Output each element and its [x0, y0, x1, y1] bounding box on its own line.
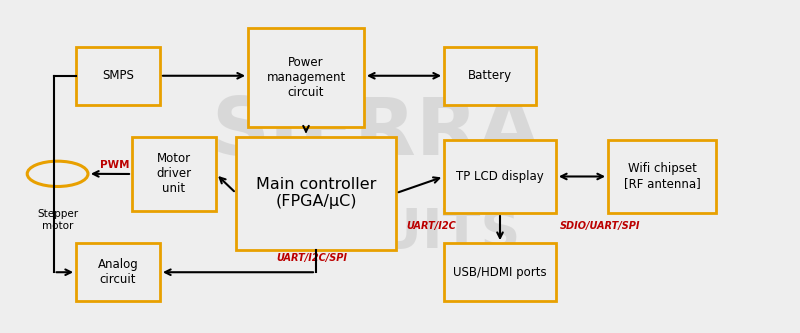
Text: SDIO/UART/SPI: SDIO/UART/SPI [560, 221, 641, 231]
Text: Motor
driver
unit: Motor driver unit [157, 153, 191, 195]
Text: PWM: PWM [100, 160, 130, 170]
Bar [76, 243, 160, 301]
Bar [132, 137, 216, 211]
Bar [444, 47, 536, 105]
Text: Power
management
circuit: Power management circuit [266, 56, 346, 99]
Bar [608, 140, 716, 213]
Text: TP LCD display: TP LCD display [456, 170, 544, 183]
Text: UART/I2C/SPI: UART/I2C/SPI [277, 253, 347, 263]
Bar [248, 28, 364, 127]
Text: Main controller
(FPGA/μC): Main controller (FPGA/μC) [256, 177, 376, 209]
Text: UART/I2C: UART/I2C [406, 221, 456, 231]
Bar [444, 243, 556, 301]
Text: Stepper
motor: Stepper motor [37, 209, 78, 230]
Text: Battery: Battery [468, 69, 512, 82]
Text: USB/HDMI ports: USB/HDMI ports [453, 266, 547, 279]
Circle shape [27, 161, 88, 186]
Text: SIERRA: SIERRA [211, 94, 541, 172]
Text: SMPS: SMPS [102, 69, 134, 82]
Bar [444, 140, 556, 213]
Text: Analog
circuit: Analog circuit [98, 258, 138, 286]
Text: CIRCUITS: CIRCUITS [232, 206, 520, 260]
Bar [76, 47, 160, 105]
Text: Wifi chipset
[RF antenna]: Wifi chipset [RF antenna] [624, 163, 700, 190]
Bar [236, 137, 396, 250]
